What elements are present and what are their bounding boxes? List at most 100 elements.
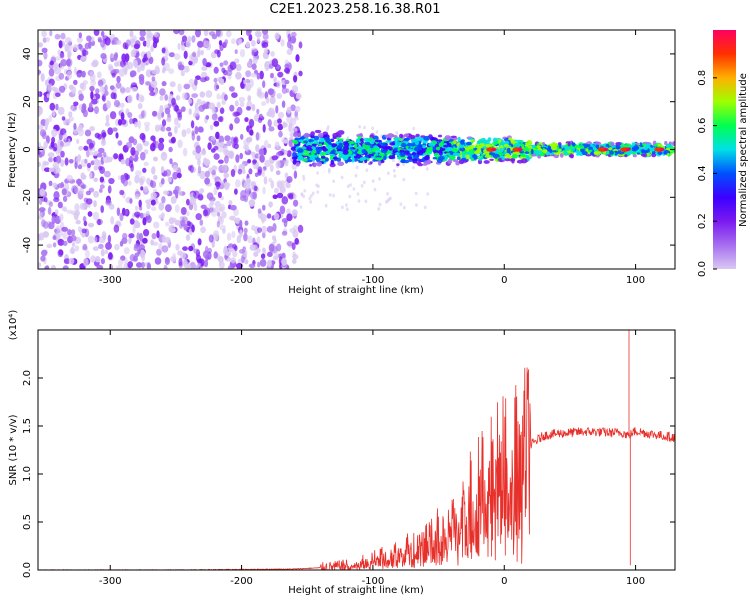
spectrogram-cell xyxy=(100,40,106,48)
spectrogram-y-ticks: -40 -20 0 20 40 xyxy=(22,48,675,253)
spectrogram-cell xyxy=(63,206,68,212)
spectrogram-cell xyxy=(183,83,191,90)
spectrogram-cell xyxy=(244,117,249,123)
spectrogram-cell xyxy=(38,91,41,97)
spectrogram-cell xyxy=(204,76,210,81)
spectrogram-cell xyxy=(131,86,138,92)
spectrogram-cell xyxy=(195,30,201,38)
spectrogram-cell xyxy=(292,127,298,132)
spectrogram-cell xyxy=(444,135,452,141)
spectrogram-cell xyxy=(140,62,145,72)
spectrogram-cell xyxy=(195,152,202,161)
spectrogram-cell xyxy=(292,152,297,158)
spectrogram-cell xyxy=(511,154,518,159)
spectrogram-cell xyxy=(268,63,274,70)
spectrogram-cell xyxy=(226,232,232,241)
spectrogram-cell xyxy=(196,98,202,106)
spectrogram-cell xyxy=(218,159,224,164)
spectrogram-cell xyxy=(207,142,212,151)
spectrogram-cell xyxy=(279,205,286,215)
spectrogram-cell xyxy=(38,233,42,241)
spectrogram-cell xyxy=(43,51,48,60)
spectrogram-cell xyxy=(284,63,290,70)
spectrogram-cell xyxy=(43,197,48,203)
spectrogram-cell xyxy=(179,190,183,196)
spectrogram-cell xyxy=(295,162,300,167)
spectrogram-cell xyxy=(213,77,218,83)
spectrogram-cell xyxy=(146,215,152,224)
spectrogram-cell xyxy=(213,153,220,160)
spectrogram-cell xyxy=(371,179,375,183)
spectrogram-cell xyxy=(244,180,251,190)
spectrogram-cell xyxy=(89,126,95,132)
spectrogram-cell xyxy=(161,81,167,87)
colorbar: 0.0 0.2 0.4 0.6 0.8 Normalized spectral ampl… xyxy=(697,30,749,277)
spectrogram-cell xyxy=(232,111,239,117)
spectrogram-cell xyxy=(161,235,167,243)
spectrogram-cell xyxy=(157,142,165,151)
spectrogram-cell xyxy=(152,241,159,246)
spectrogram-cell xyxy=(128,237,132,245)
spectrogram-cell xyxy=(66,174,73,182)
snr-y-tick-label: 1.0 xyxy=(22,466,33,482)
spectrogram-cell xyxy=(322,151,327,156)
spectrogram-cell xyxy=(61,226,68,232)
spectrogram-cell xyxy=(158,214,164,220)
spectrogram-cell xyxy=(47,152,55,158)
spectrogram-cell xyxy=(225,69,233,77)
spectrogram-cell xyxy=(437,134,443,138)
spectrogram-cell xyxy=(426,192,430,196)
spectrogram-cell xyxy=(277,181,283,190)
spectrogram-cell xyxy=(354,173,358,178)
spectrogram-cell xyxy=(527,141,533,145)
spectrogram-cell xyxy=(218,135,225,144)
spectrogram-cell xyxy=(277,123,284,131)
spectrogram-cell xyxy=(146,177,151,185)
spectrogram-cell xyxy=(254,172,259,178)
spectrogram-cell xyxy=(325,143,329,147)
spectrogram-cell xyxy=(115,220,121,226)
spectrogram-cell xyxy=(46,243,53,249)
spectrogram-cell xyxy=(275,170,281,176)
spectrogram-cell xyxy=(370,156,376,159)
spectrogram-cell xyxy=(326,125,330,129)
spectrogram-cell xyxy=(252,57,258,65)
spectrogram-cell xyxy=(82,109,88,118)
spectrogram-cell xyxy=(84,158,88,164)
colorbar-tick-label: 0.6 xyxy=(697,118,708,134)
spectrogram-cell xyxy=(277,111,285,119)
spectrogram-cell xyxy=(46,93,50,99)
spectrogram-cell xyxy=(237,168,243,175)
spectrogram-cell xyxy=(240,133,244,140)
spectrogram-cell xyxy=(286,176,293,183)
spectrogram-cell xyxy=(67,229,72,236)
spectrogram-cell xyxy=(97,218,101,226)
spectrogram-cell xyxy=(229,61,237,70)
spectrogram-cell xyxy=(143,161,149,167)
spectrogram-cell xyxy=(281,218,289,223)
spectrogram-cell xyxy=(88,102,93,111)
spectrogram-cell xyxy=(58,72,65,80)
spectrogram-cell xyxy=(202,58,207,66)
spectrogram-cell xyxy=(134,174,140,184)
spectrogram-cell xyxy=(99,85,104,93)
spectrogram-cell xyxy=(291,163,298,170)
spectrogram-cell xyxy=(186,127,191,134)
spectrogram-cell xyxy=(90,91,94,100)
spectrogram-cell xyxy=(375,151,379,156)
spectrogram-cell xyxy=(40,73,45,82)
spectrogram-cell xyxy=(122,232,128,240)
spectrogram-cell xyxy=(215,30,221,37)
spectrogram-cell xyxy=(378,153,383,156)
spectrogram-cell xyxy=(288,193,295,200)
spectrogram-cell xyxy=(217,215,223,223)
spectrogram-cell xyxy=(129,118,133,125)
spectrogram-cell xyxy=(230,204,237,211)
spectrogram-cell xyxy=(216,211,221,217)
spectrogram-cell xyxy=(71,185,78,194)
spectrogram-cell xyxy=(355,138,361,144)
spectrogram-cell xyxy=(239,229,243,238)
spectrogram-cell xyxy=(330,159,335,165)
spectrogram-cell xyxy=(409,134,416,140)
spectrogram-cell xyxy=(99,184,105,189)
